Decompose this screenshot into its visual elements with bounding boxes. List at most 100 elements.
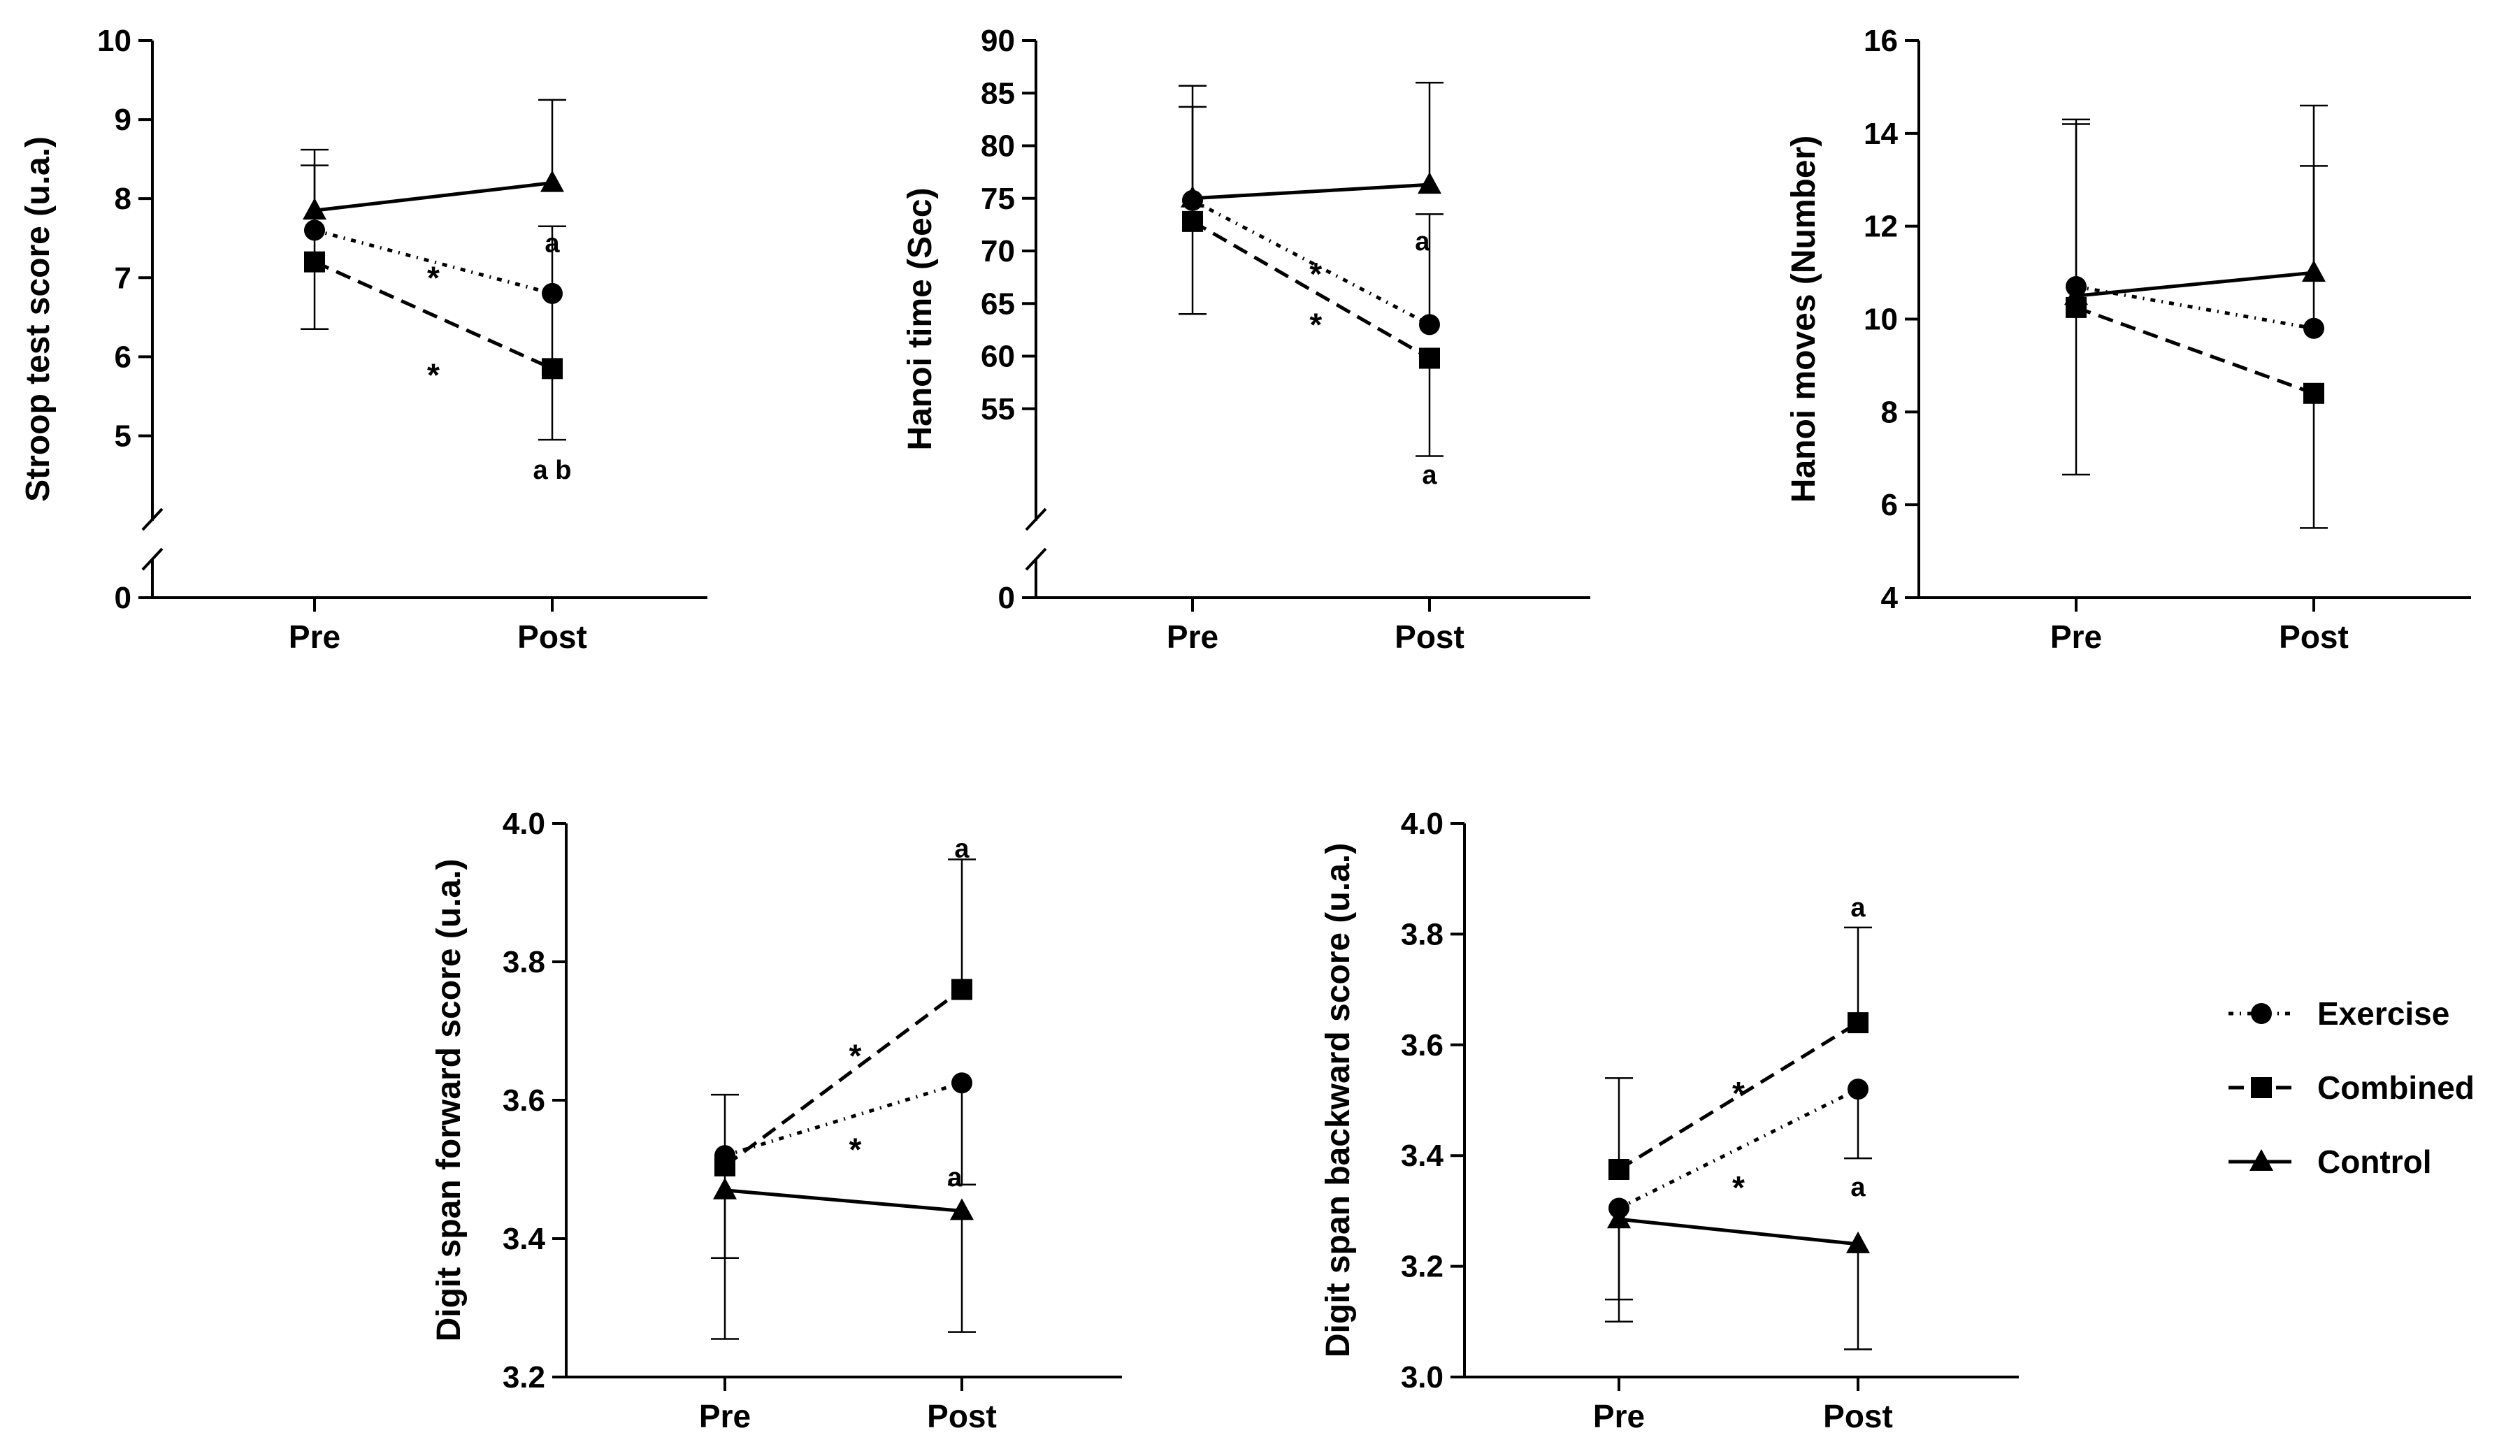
chart-panel-3: 4 6 8 10 12 14 16 Pre Post Hanoi moves (Number) bbox=[1785, 24, 2471, 655]
chart-panels: 5 6 7 8 9 10 0 Pre Post Stroop test score (u.a.) *… bbox=[20, 24, 2471, 1434]
series-combined bbox=[2066, 296, 2324, 404]
x-tick-label-post: Post bbox=[2279, 619, 2349, 655]
axis-break-mark bbox=[1025, 547, 1047, 571]
series-line-combined bbox=[313, 260, 554, 370]
chart-panel-1: 5 6 7 8 9 10 0 Pre Post Stroop test score (u.a.) *… bbox=[20, 24, 707, 655]
significance-letter: a bbox=[1415, 227, 1430, 257]
y-tick-label: 10 bbox=[97, 24, 131, 58]
y-axis-label: Hanoi time (Sec) bbox=[902, 187, 939, 450]
error-bars-exercise bbox=[711, 1083, 976, 1186]
legend-item-control: Control bbox=[2229, 1144, 2432, 1180]
data-point-combined-pre bbox=[714, 1155, 735, 1177]
y-tick-label: 80 bbox=[981, 129, 1015, 164]
y-tick-label: 4.0 bbox=[1401, 807, 1443, 841]
significance-asterisk: * bbox=[849, 1038, 861, 1074]
y-tick-label: 75 bbox=[981, 182, 1015, 216]
data-point-exercise-post bbox=[1419, 314, 1440, 336]
legend-label: Exercise bbox=[2317, 995, 2449, 1032]
y-tick-label: 8 bbox=[1881, 395, 1898, 429]
data-point-exercise-post bbox=[1848, 1079, 1869, 1100]
data-point-control-post bbox=[1418, 172, 1441, 194]
x-tick-label-post: Post bbox=[517, 619, 587, 655]
series-line-control bbox=[1192, 182, 1430, 201]
series-line-exercise bbox=[1191, 199, 1431, 326]
series-line-combined bbox=[1191, 219, 1431, 360]
significance-asterisk: * bbox=[427, 260, 440, 296]
significance-letter: a bbox=[947, 1163, 963, 1192]
data-point-combined-pre bbox=[1608, 1159, 1629, 1180]
significance-letter: a bbox=[954, 835, 970, 864]
legend-marker-square bbox=[2251, 1077, 2272, 1098]
series-line-control bbox=[724, 1188, 963, 1213]
y-tick-label: 3.0 bbox=[1401, 1360, 1443, 1394]
y-tick-label: 55 bbox=[981, 392, 1015, 426]
chart-panel-2: 55 60 65 70 75 80 85 90 0 Pre Post Hanoi time (Sec)… bbox=[902, 24, 1590, 655]
series-combined bbox=[1182, 210, 1440, 369]
legend: Exercise Combined Control bbox=[2229, 995, 2475, 1180]
data-point-exercise-post bbox=[542, 282, 563, 304]
y-tick-label: 4 bbox=[1881, 581, 1899, 615]
y-tick-label: 70 bbox=[981, 234, 1015, 268]
y-tick-label: 5 bbox=[115, 419, 131, 453]
x-tick-label-post: Post bbox=[1395, 619, 1464, 655]
y-axis-label: Digit span forward score (u.a.) bbox=[431, 859, 468, 1342]
series-line-exercise bbox=[314, 229, 553, 296]
y-tick-label: 0 bbox=[998, 581, 1015, 615]
significance-letter: a b bbox=[533, 456, 572, 485]
series-control bbox=[2064, 260, 2326, 305]
series-line-control bbox=[2075, 271, 2314, 298]
data-point-control-post bbox=[950, 1198, 974, 1220]
significance-asterisk: * bbox=[1309, 256, 1322, 292]
data-point-combined-post bbox=[542, 358, 563, 380]
y-axis-label: Stroop test score (u.a.) bbox=[20, 136, 57, 502]
data-point-combined-pre bbox=[304, 251, 325, 273]
series-exercise bbox=[714, 1072, 972, 1167]
data-point-exercise-pre bbox=[304, 219, 325, 241]
data-point-combined-pre bbox=[1182, 210, 1203, 232]
data-point-combined-post bbox=[1848, 1012, 1869, 1034]
y-tick-label: 12 bbox=[1864, 210, 1898, 244]
x-tick-label-post: Post bbox=[927, 1398, 997, 1434]
chart-panel-5: 3.0 3.2 3.4 3.6 3.8 4.0 Pre Post Digit span back… bbox=[1320, 807, 2019, 1434]
y-axis-label: Hanoi moves (Number) bbox=[1785, 136, 1822, 503]
series-combined bbox=[714, 979, 972, 1177]
legend-marker-triangle bbox=[2249, 1149, 2273, 1171]
y-tick-label: 3.4 bbox=[503, 1222, 546, 1256]
significance-letter: a bbox=[1422, 461, 1437, 490]
x-tick-label-pre: Pre bbox=[699, 1398, 751, 1434]
chart-panel-4: 3.2 3.4 3.6 3.8 4.0 Pre Post Digit span forward… bbox=[431, 807, 1122, 1434]
y-tick-label: 3.6 bbox=[1401, 1028, 1443, 1062]
legend-item-exercise: Exercise bbox=[2229, 995, 2449, 1032]
series-control bbox=[713, 1177, 974, 1220]
y-tick-label: 14 bbox=[1864, 117, 1898, 151]
significance-letter: a bbox=[1850, 893, 1866, 923]
y-tick-label: 3.2 bbox=[503, 1360, 545, 1394]
error-bars-combined bbox=[1416, 358, 1443, 457]
significance-asterisk: * bbox=[1732, 1075, 1745, 1111]
x-tick-label-pre: Pre bbox=[289, 619, 340, 655]
significance-letter: a bbox=[1850, 1173, 1866, 1202]
data-point-control-pre bbox=[1181, 185, 1204, 208]
series-line-combined bbox=[2075, 305, 2314, 396]
data-point-control-pre bbox=[2064, 283, 2088, 305]
series-control bbox=[303, 170, 564, 220]
legend-marker-circle bbox=[2251, 1003, 2272, 1024]
axis-break-mark bbox=[1025, 507, 1047, 531]
series-line-exercise bbox=[724, 1081, 963, 1158]
data-point-control-pre bbox=[303, 198, 326, 220]
significance-asterisk: * bbox=[849, 1131, 861, 1167]
error-bars-control bbox=[711, 1190, 976, 1340]
axis-break-mark bbox=[141, 507, 164, 531]
significance-asterisk: * bbox=[427, 357, 440, 394]
series-control bbox=[1607, 1206, 1870, 1253]
significance-asterisk: * bbox=[1309, 306, 1322, 343]
error-bars-exercise bbox=[2062, 118, 2328, 329]
error-bars-combined bbox=[2062, 307, 2328, 529]
x-tick-label-pre: Pre bbox=[2050, 619, 2102, 655]
y-tick-label: 90 bbox=[981, 24, 1015, 58]
data-point-control-post bbox=[540, 170, 564, 192]
series-line-control bbox=[1618, 1217, 1859, 1246]
legend-label: Control bbox=[2317, 1144, 2432, 1180]
data-point-combined-post bbox=[1419, 347, 1440, 369]
